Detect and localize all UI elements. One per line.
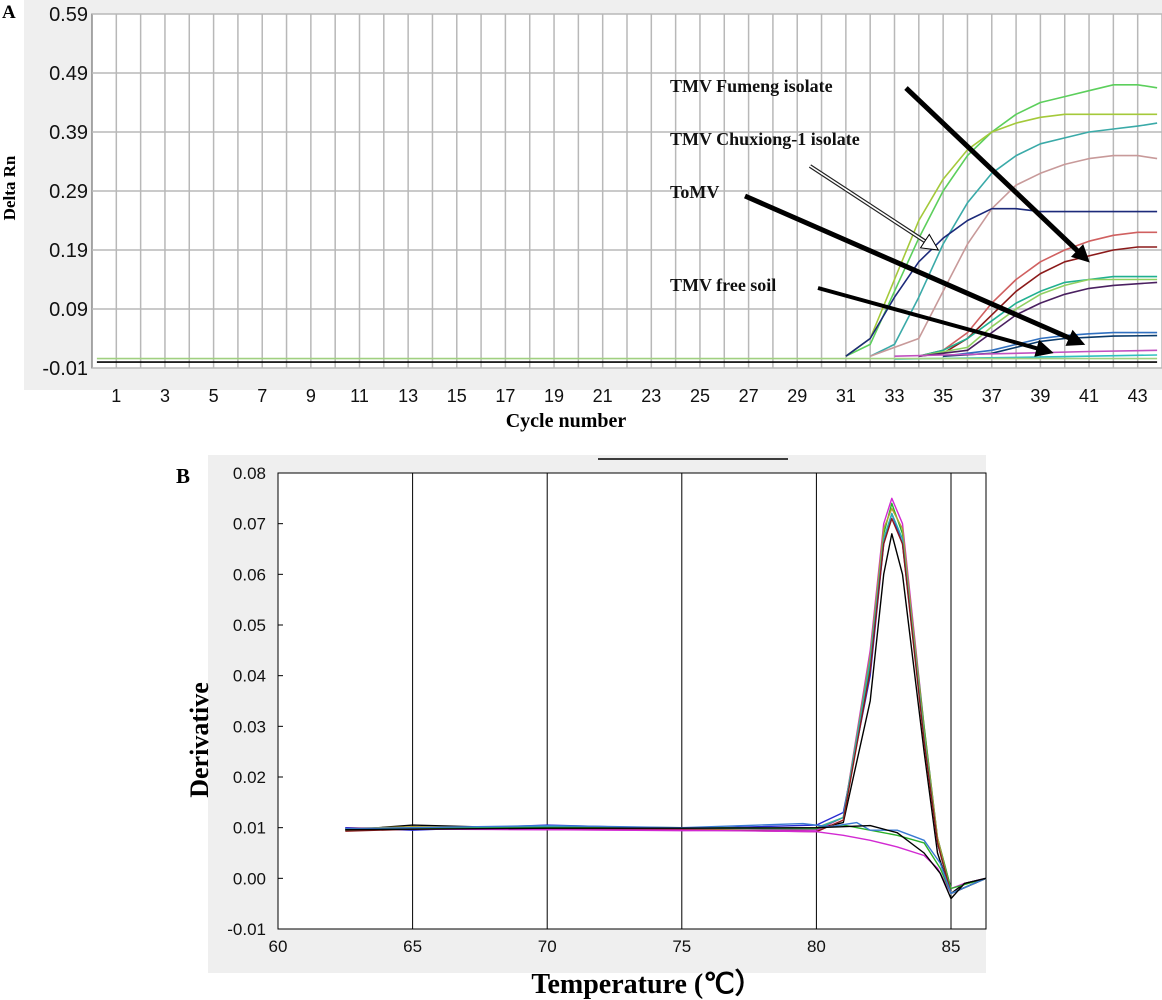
panel-a-x-axis-label: Cycle number xyxy=(506,410,627,432)
panel-a-series-line-7 xyxy=(918,246,1158,357)
panel-a-x-tick-label: 1 xyxy=(111,386,121,406)
panel-a-x-tick-label: 5 xyxy=(209,386,219,406)
panel-a-y-tick-label: 0.19 xyxy=(49,240,88,262)
panel-a-x-tick-label: 37 xyxy=(982,386,1002,406)
panel-a-series-line-10 xyxy=(918,281,1158,357)
panel-b-y-tick-label: 0.07 xyxy=(233,515,266,534)
panel-a-annotations: TMV Fumeng isolate TMV Chuxiong-1 isolate… xyxy=(670,76,1090,357)
panel-a-x-tick-label: 21 xyxy=(593,386,613,406)
panel-a-x-tick-label: 43 xyxy=(1128,386,1148,406)
panel-b-y-tick-label: 0.05 xyxy=(233,616,266,635)
panel-b-x-tick-label: 65 xyxy=(403,937,422,956)
panel-a-series-line-9 xyxy=(918,278,1158,357)
panel-b-x-tick-label: 85 xyxy=(942,937,961,956)
panel-a-annotation-arrow xyxy=(743,193,1071,341)
panel-a-x-tick-label: 35 xyxy=(933,386,953,406)
panel-a-annotation-arrow xyxy=(817,286,1038,351)
panel-a-y-tick-label: 0.29 xyxy=(49,181,88,203)
panel-a-annotation-label: ToMV xyxy=(670,182,719,202)
panel-a-y-tick-label: -0.01 xyxy=(42,358,88,380)
panel-a-x-tick-label: 7 xyxy=(257,386,267,406)
panel-a-x-tick-label: 13 xyxy=(398,386,418,406)
panel-a-letter: A xyxy=(2,2,16,23)
panel-a-y-tick-label: 0.49 xyxy=(49,63,88,85)
panel-a-annotation-label: TMV free soil xyxy=(670,275,776,295)
panel-a-series-line-6 xyxy=(918,231,1158,357)
panel-a-annotation-label: TMV Chuxiong-1 isolate xyxy=(670,129,860,149)
panel-a-x-tick-label: 33 xyxy=(884,386,904,406)
panel-a-y-tick-label: 0.39 xyxy=(49,122,88,144)
panel-a-series-line-2 xyxy=(845,113,1158,357)
panel-b-y-tick-label: 0.06 xyxy=(233,565,266,584)
panel-b-plot-area xyxy=(277,472,987,930)
panel-b-series-line-11 xyxy=(345,824,987,900)
panel-a-x-tick-label: 11 xyxy=(350,386,369,406)
panel-b-y-tick-label: -0.01 xyxy=(227,920,266,939)
panel-a-x-tick-label: 23 xyxy=(641,386,661,406)
panel-a-annotation-arrow xyxy=(904,86,1080,253)
panel-b-y-tick-label: 0.01 xyxy=(233,819,266,838)
panel-b-y-axis-label: Derivative xyxy=(185,682,214,798)
panel-a-x-tick-label: 39 xyxy=(1030,386,1050,406)
panel-b-y-tick-label: 0.04 xyxy=(233,667,266,686)
panel-a-x-tick-label: 27 xyxy=(739,386,759,406)
panel-a: A 1 3 5 7 9 11 13 15 17 19 21 23 25 27 29 31 33 35 37 39 41 4… xyxy=(0,0,1162,432)
panel-a-annotation-label: TMV Fumeng isolate xyxy=(670,76,833,96)
panel-a-y-axis-label: Delta Rn xyxy=(0,155,19,220)
panel-a-x-tick-label: 3 xyxy=(160,386,170,406)
panel-a-annotation-arrowhead xyxy=(1065,329,1086,346)
panel-a-x-tick-label: 29 xyxy=(787,386,807,406)
panel-a-x-tick-label: 19 xyxy=(544,386,564,406)
panel-b-ticks: 60 65 70 75 80 85 0.08 0.07 0.06 0.05 0.04 0.03 0.02… xyxy=(227,464,960,956)
panel-b-x-tick-label: 60 xyxy=(269,937,288,956)
panel-a-x-tick-label: 9 xyxy=(306,386,316,406)
panel-b-grid xyxy=(278,472,952,930)
panel-a-series-line-12 xyxy=(943,334,1158,357)
panel-a-annotation-arrowhead xyxy=(1070,244,1090,263)
panel-b-x-axis-label: Temperature (℃） xyxy=(531,967,762,1000)
panel-a-y-tick-label: 0.59 xyxy=(49,4,88,26)
panel-b-y-tick-label: 0.08 xyxy=(233,464,266,483)
panel-a-series-line-13 xyxy=(894,349,1158,357)
panel-a-series-line-11 xyxy=(943,331,1158,357)
panel-a-x-tick-label: 25 xyxy=(690,386,710,406)
panel-b-x-tick-label: 80 xyxy=(807,937,826,956)
panel-a-x-tick-label: 17 xyxy=(495,386,515,406)
panel-b-y-tick-label: 0.03 xyxy=(233,717,266,736)
panel-a-x-tick-label: 15 xyxy=(447,386,467,406)
panel-a-annotation-arrowhead xyxy=(919,233,940,251)
panel-b-x-tick-label: 70 xyxy=(538,937,557,956)
panel-a-series-line-8 xyxy=(918,275,1158,357)
panel-b-x-tick-label: 75 xyxy=(672,937,691,956)
panel-a-series-line-4 xyxy=(869,154,1158,357)
panel-a-series xyxy=(96,84,1158,363)
panel-a-x-tick-label: 41 xyxy=(1079,386,1099,406)
panel-b-letter: B xyxy=(176,464,190,488)
panel-b-y-tick-label: 0.00 xyxy=(233,869,266,888)
panel-a-ticks: 1 3 5 7 9 11 13 15 17 19 21 23 25 27 29 31 33 35 37 39 41 430… xyxy=(42,4,1147,406)
panel-b: B 60 65 70 75 80 85 0.08 0.07 0.06 0.05 0.04 0.03 0.… xyxy=(176,455,987,1000)
panel-a-series-line-3 xyxy=(869,122,1158,357)
panel-a-series-line-1 xyxy=(845,84,1158,357)
panel-a-y-tick-label: 0.09 xyxy=(49,299,88,321)
panel-b-y-tick-label: 0.02 xyxy=(233,768,266,787)
panel-a-series-line-5 xyxy=(845,207,1158,357)
panel-a-x-tick-label: 31 xyxy=(836,386,856,406)
panel-a-annotation-arrowhead xyxy=(1034,339,1054,357)
panel-b-series xyxy=(345,497,987,900)
panel-a-annotation-arrow xyxy=(809,165,926,242)
